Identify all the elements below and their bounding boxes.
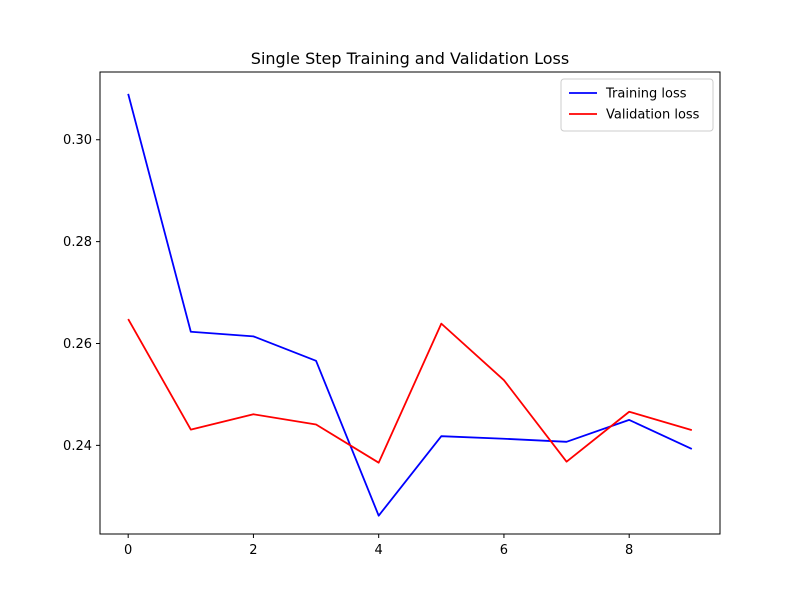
series-lines [127,93,693,517]
x-tick-label: 8 [625,543,633,558]
legend-label-1: Validation loss [606,108,700,123]
x-tick-label: 0 [124,543,132,558]
legend-box [560,78,714,132]
series-line-1 [127,318,693,464]
y-tick-label: 0.28 [63,235,92,250]
legend-label-0: Training loss [605,87,687,102]
y-tick-label: 0.30 [63,133,92,148]
chart-title: Single Step Training and Validation Loss [251,49,569,68]
y-axis: 0.24 0.26 0.28 0.30 [63,133,100,454]
series-line-0 [127,93,693,517]
y-tick-label: 0.24 [63,439,92,454]
x-tick-label: 4 [375,543,383,558]
y-tick-label: 0.26 [63,337,92,352]
x-axis: 0 2 4 6 8 [124,534,633,558]
plot-area [99,71,721,535]
x-tick-label: 2 [249,543,257,558]
x-tick-label: 6 [500,543,508,558]
legend: Training loss Validation loss [560,78,714,132]
